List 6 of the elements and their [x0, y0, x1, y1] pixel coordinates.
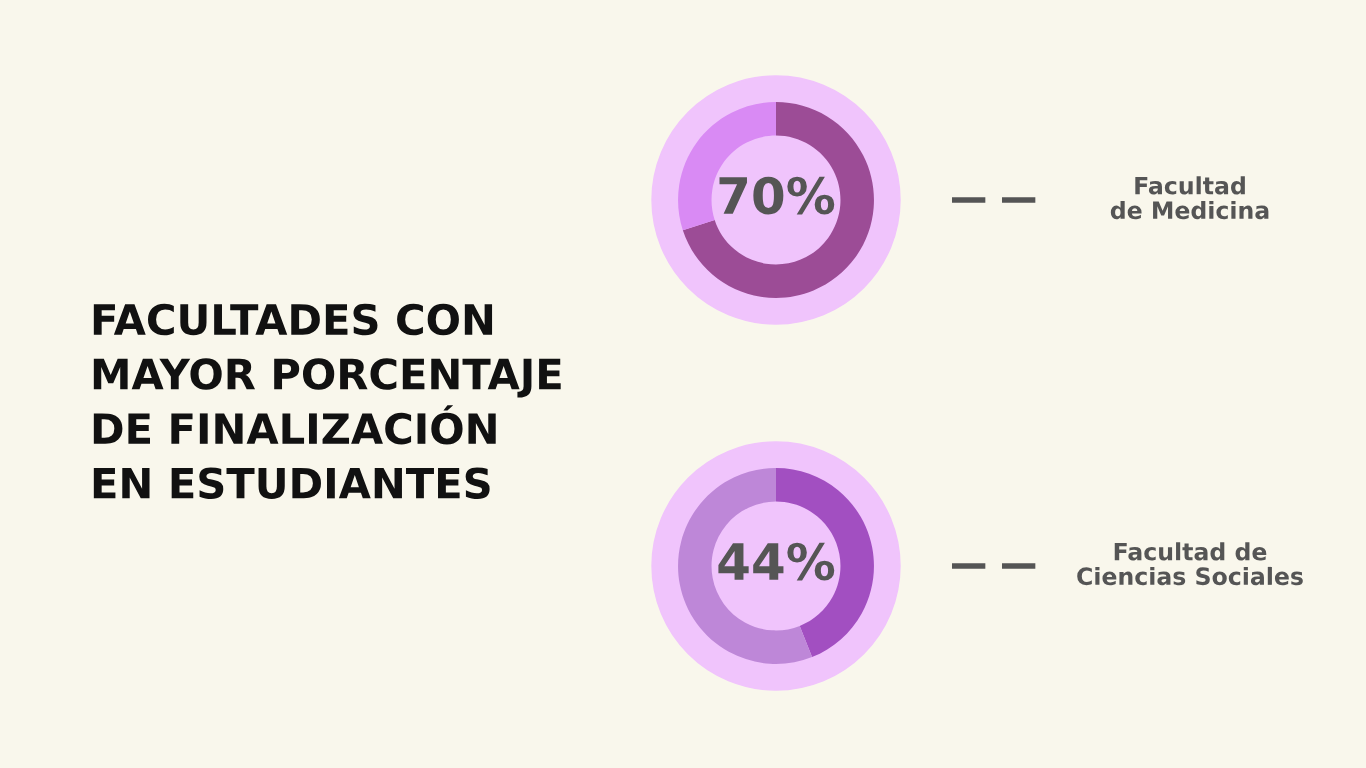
data-label: 70%	[719, 176, 835, 215]
text: Facultad de Medicina	[1110, 176, 1269, 220]
text: FACULTADES CON MAYOR PORCENTAJE DE FINALIZACIÓN EN ESTUDIANTES	[93, 303, 561, 499]
text: Facultad de Ciencias Sociales	[1077, 542, 1303, 586]
donut-slice	[682, 102, 874, 298]
data-label: 44%	[718, 542, 835, 581]
